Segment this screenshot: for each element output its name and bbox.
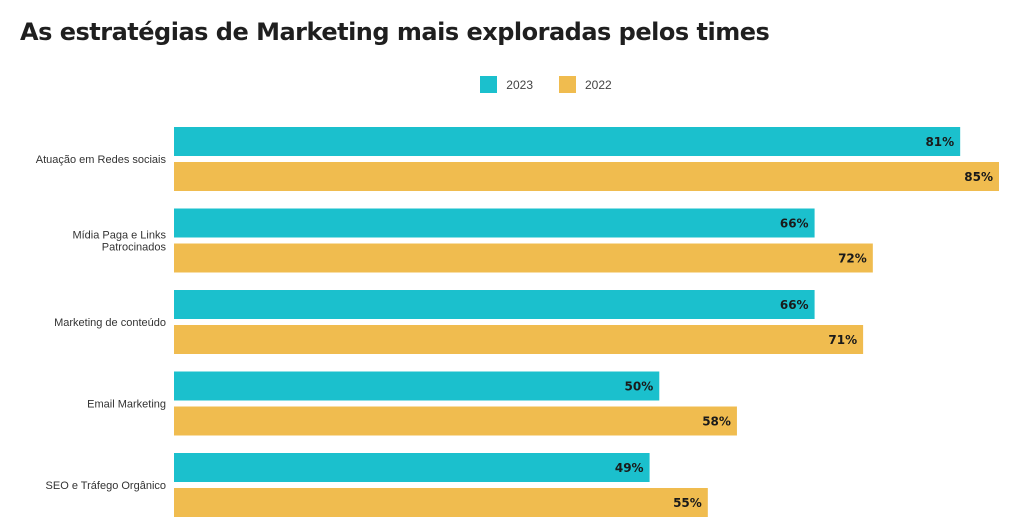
value-label-2023-3: 50% [625,380,654,394]
category-label: Atuação em Redes sociais [36,154,167,166]
legend-swatch-2023 [480,76,498,93]
value-label-2022-0: 85% [964,170,993,184]
chart-title: As estratégias de Marketing mais explora… [20,18,770,46]
category-label: SEO e Tráfego Orgânico [46,480,166,492]
bar-2023-2 [174,290,815,319]
legend: 2023 2022 [0,76,1024,93]
value-label-2022-1: 72% [838,252,867,266]
category-label: Marketing de conteúdo [54,317,166,329]
bar-2023-0 [174,127,961,156]
bar-2022-0 [174,162,999,191]
legend-item-2023: 2023 [480,76,533,93]
bar-2022-2 [174,325,864,354]
bar-2022-3 [174,406,737,436]
legend-label-2022: 2022 [585,77,612,92]
category-label: Email Marketing [87,399,166,411]
bar-2023-4 [174,453,650,482]
value-label-2022-3: 58% [702,415,731,429]
bar-2023-3 [174,371,660,401]
value-label-2022-4: 55% [673,496,702,510]
value-label-2023-1: 66% [780,217,809,231]
value-label-2023-4: 49% [615,461,644,475]
legend-swatch-2022 [559,76,576,93]
legend-item-2022: 2022 [559,76,612,93]
value-label-2023-2: 66% [780,298,809,312]
category-label: Mídia Paga e Links Patrocinados [72,230,166,254]
value-label-2022-2: 71% [828,333,857,347]
legend-label-2023: 2023 [506,77,533,92]
bar-2023-1 [174,208,815,238]
bar-2022-4 [174,488,708,517]
value-label-2023-0: 81% [925,135,954,149]
bar-2022-1 [174,243,873,273]
